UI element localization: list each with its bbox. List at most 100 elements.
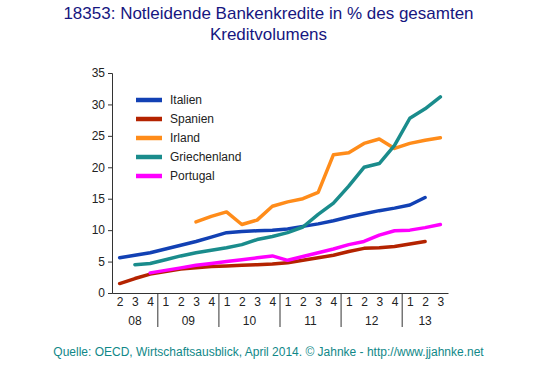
x-tick: 1	[285, 293, 292, 309]
y-tick-mark	[108, 167, 112, 168]
legend-label: Italien	[170, 93, 202, 107]
x-tick-label: 4	[147, 295, 154, 309]
y-tick: 5	[98, 255, 112, 269]
x-tick: 2	[178, 293, 185, 309]
x-tick: 2	[117, 293, 124, 309]
x-group-label: 10	[243, 314, 257, 328]
y-tick-mark	[108, 73, 112, 74]
x-tick: 3	[193, 293, 200, 309]
x-group-separator	[341, 293, 342, 327]
series-line	[150, 224, 440, 272]
x-tick-label: 1	[224, 295, 231, 309]
legend-swatch	[136, 136, 162, 141]
x-tick-label: 1	[346, 295, 353, 309]
x-tick: 3	[438, 293, 445, 309]
x-group-label: 12	[365, 314, 379, 328]
y-tick-label: 25	[92, 129, 106, 143]
legend-swatch	[136, 117, 162, 122]
x-tick: 4	[208, 293, 215, 309]
y-tick-label: 30	[92, 98, 106, 112]
x-tick: 2	[422, 293, 429, 309]
x-tick-label: 4	[331, 295, 338, 309]
x-group-separator	[402, 293, 403, 327]
x-group-label: 08	[128, 314, 142, 328]
y-tick: 10	[92, 223, 112, 237]
source: Quelle: OECD, Wirtschaftsausblick, April…	[53, 345, 484, 359]
x-tick-label: 3	[254, 295, 261, 309]
x-group-separator	[218, 293, 219, 327]
x-tick: 4	[147, 293, 154, 309]
y-tick-label: 20	[92, 161, 106, 175]
x-tick-label: 3	[193, 295, 200, 309]
x-tick-label: 4	[392, 295, 399, 309]
series-line	[120, 241, 425, 283]
legend-swatch	[136, 174, 162, 179]
x-tick: 3	[315, 293, 322, 309]
x-group-label: 09	[182, 314, 196, 328]
x-tick: 4	[392, 293, 399, 309]
x-tick-label: 3	[315, 295, 322, 309]
x-group-separator	[280, 293, 281, 327]
lines	[120, 97, 441, 284]
title: 18353: Notleidende Bankenkredite in % de…	[63, 4, 473, 44]
y-axis: 0 5 10 15 20 25 30 35	[92, 66, 113, 300]
legend-swatch	[136, 98, 162, 103]
legend-swatch	[136, 155, 162, 160]
legend-label: Irland	[170, 131, 200, 145]
y-tick: 35	[92, 66, 112, 80]
x-group-separator	[157, 293, 158, 327]
x-tick-label: 1	[407, 295, 414, 309]
x-tick: 2	[300, 293, 307, 309]
x-tick-label: 3	[376, 295, 383, 309]
x-tick: 3	[132, 293, 139, 309]
x-tick: 3	[254, 293, 261, 309]
x-tick: 4	[331, 293, 338, 309]
y-tick-mark	[108, 262, 112, 263]
x-tick-label: 4	[208, 295, 215, 309]
x-tick: 1	[224, 293, 231, 309]
legend-label: Griechenland	[170, 150, 241, 164]
y-tick-label: 10	[92, 223, 106, 237]
x-tick: 1	[163, 293, 170, 309]
y-tick-label: 15	[92, 192, 106, 206]
x-groups: 080910111213	[128, 293, 432, 328]
series-line	[135, 97, 440, 265]
x-group-label: 13	[418, 314, 432, 328]
x-tick-label: 3	[132, 295, 139, 309]
x-group-label: 11	[304, 314, 317, 328]
x-tick-label: 2	[422, 295, 429, 309]
y-tick: 30	[92, 98, 112, 112]
y-tick-label: 35	[92, 66, 106, 80]
x-tick: 1	[346, 293, 353, 309]
y-tick-mark	[108, 199, 112, 200]
x-tick: 2	[239, 293, 246, 309]
y-tick: 25	[92, 129, 112, 143]
x-tick: 1	[407, 293, 414, 309]
y-tick-label: 0	[98, 286, 105, 300]
y-tick-mark	[108, 293, 112, 294]
y-tick-mark	[108, 104, 112, 105]
y-tick: 20	[92, 161, 112, 175]
y-axis-line	[108, 74, 113, 294]
x-tick-label: 3	[438, 295, 445, 309]
chart: 18353: Notleidende Bankenkredite in % de…	[0, 0, 537, 371]
legend-label: Portugal	[170, 169, 215, 183]
y-tick-mark	[108, 136, 112, 137]
x-tick-label: 2	[117, 295, 124, 309]
x-tick-label: 4	[270, 295, 277, 309]
x-tick: 4	[270, 293, 277, 309]
y-tick-label: 5	[98, 255, 105, 269]
y-tick: 0	[98, 286, 112, 300]
legend-label: Spanien	[170, 112, 214, 126]
y-tick-mark	[108, 230, 112, 231]
legend: Italien Spanien Irland Griechenland Portugal	[136, 93, 241, 183]
x-tick-label: 2	[178, 295, 185, 309]
x-tick: 2	[361, 293, 368, 309]
x-tick-label: 1	[163, 295, 170, 309]
y-tick: 15	[92, 192, 112, 206]
x-tick-label: 2	[239, 295, 246, 309]
x-tick-label: 2	[300, 295, 307, 309]
x-tick: 3	[376, 293, 383, 309]
x-tick-label: 1	[285, 295, 292, 309]
x-tick-label: 2	[361, 295, 368, 309]
